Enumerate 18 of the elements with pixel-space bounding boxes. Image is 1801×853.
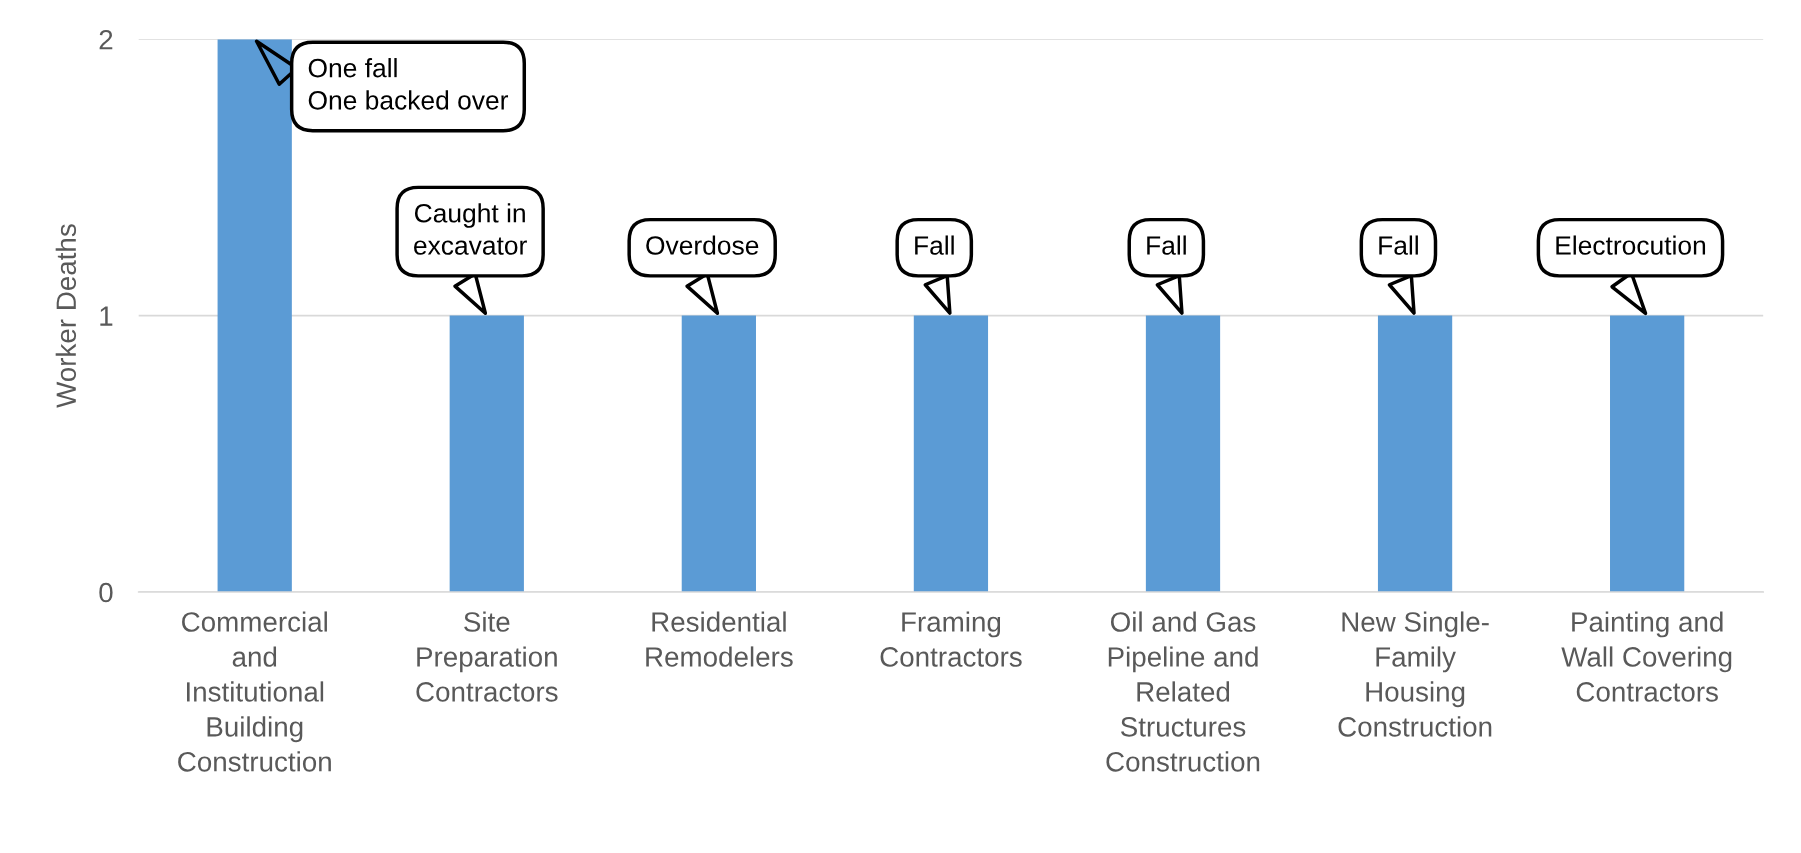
x-tick-label: Commercial and Institutional Building Construction — [178, 611, 331, 772]
annotation: One fall One backed over — [308, 58, 509, 110]
x-tick-label: New Single-Family Housing Construction — [1338, 611, 1492, 737]
annotation: Caught in excavator — [414, 203, 527, 255]
annotation: Overdose — [646, 235, 759, 255]
annotation: Electrocution — [1556, 235, 1706, 255]
x-tick-label: Residential Remodelers — [646, 611, 793, 667]
y-axis-title: Worker Deaths — [55, 224, 77, 408]
x-tick-label: Site Preparation Contractors — [416, 611, 558, 702]
y-tick-label: 1 — [100, 306, 113, 326]
x-tick-label: Oil and Gas Pipeline and Related Structures Construction — [1106, 611, 1260, 772]
y-tick-label: 2 — [99, 29, 113, 50]
annotation: Fall — [1379, 235, 1418, 255]
y-tick-label: 0 — [99, 582, 113, 603]
annotation: Fall — [915, 235, 954, 255]
x-tick-label: Painting and Wall Covering Contractors — [1561, 611, 1732, 702]
annotation: Fall — [1147, 235, 1186, 255]
x-tick-label: Framing Contractors — [880, 611, 1022, 667]
